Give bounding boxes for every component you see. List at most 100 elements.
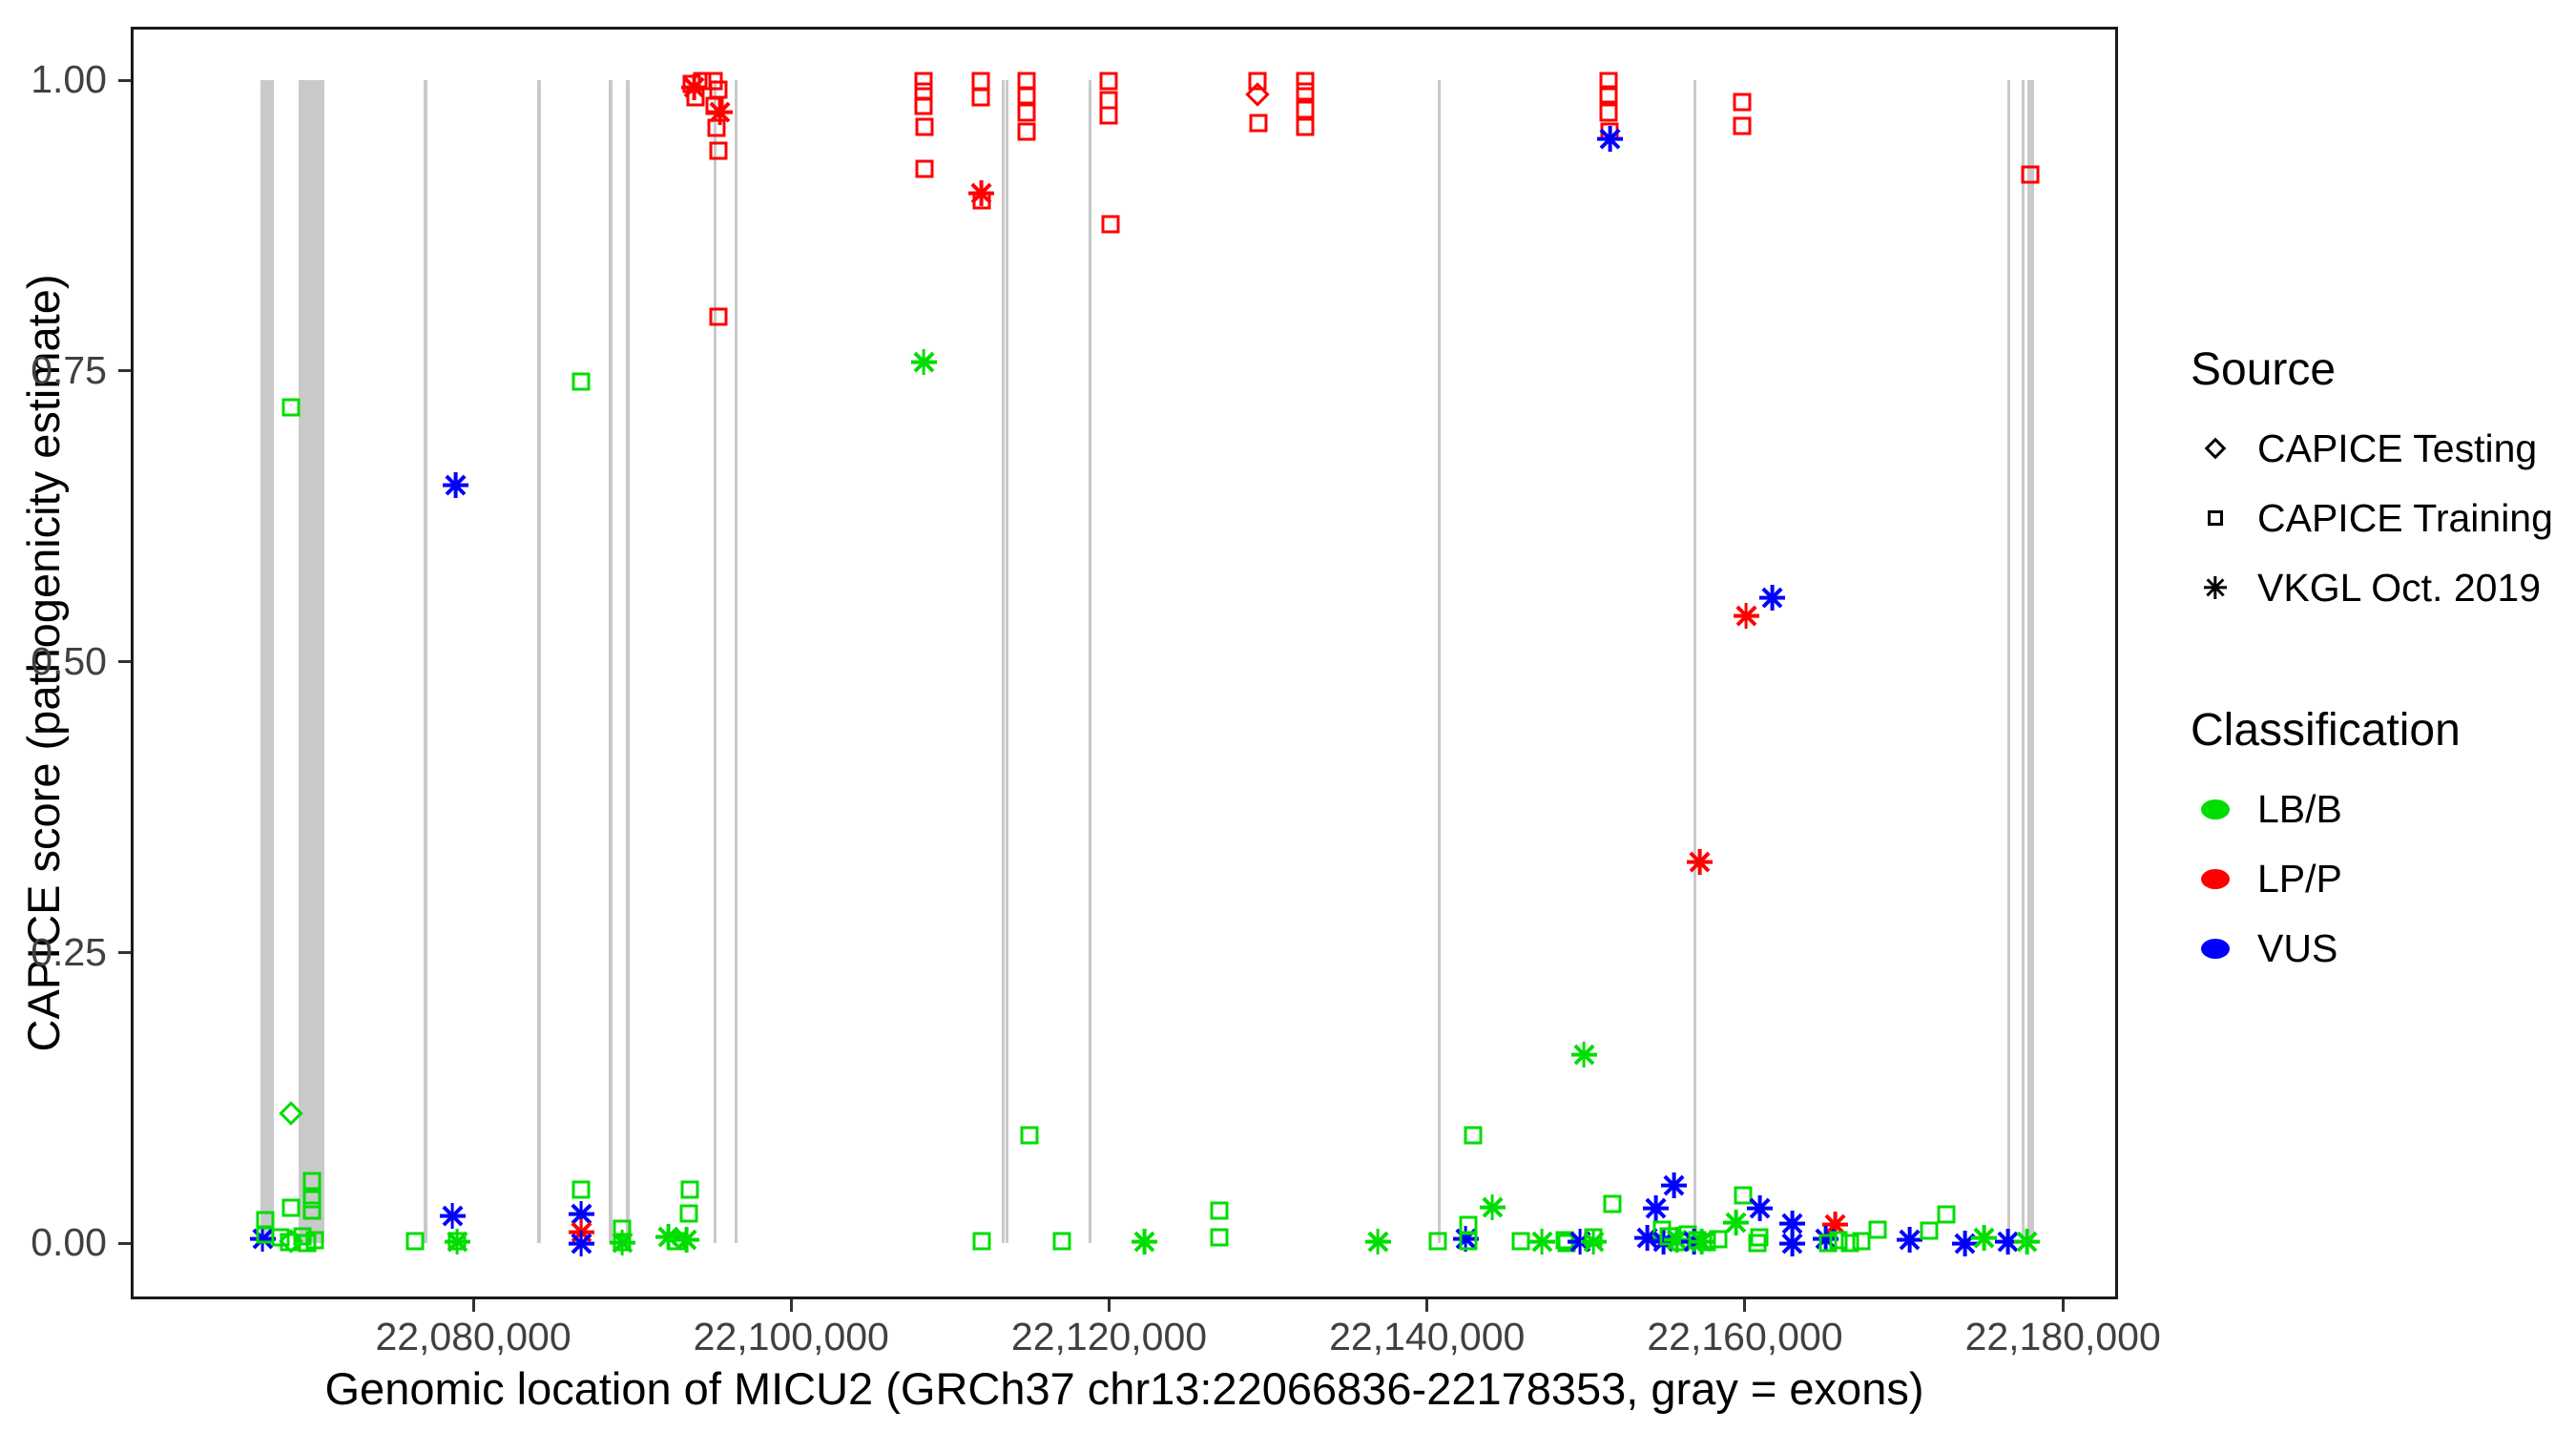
data-point-asterisk	[1567, 1228, 1593, 1255]
data-point-square	[1750, 1228, 1769, 1247]
y-tick-mark	[118, 1241, 131, 1245]
data-point-asterisk	[249, 1226, 276, 1253]
data-point-asterisk	[1643, 1195, 1670, 1222]
data-point-square	[1599, 72, 1618, 91]
diamond-icon	[2185, 429, 2246, 467]
y-tick-mark	[118, 369, 131, 373]
data-point-asterisk	[1971, 1224, 1998, 1251]
data-point-asterisk	[681, 73, 708, 100]
x-tick-label: 22,080,000	[375, 1315, 571, 1358]
blue-dot-icon	[2185, 929, 2246, 967]
data-point-asterisk	[609, 1229, 635, 1255]
exon-bar	[713, 80, 717, 1244]
data-point-square	[1937, 1205, 1956, 1224]
square-icon	[2185, 499, 2246, 537]
data-point-square	[1599, 103, 1618, 122]
data-point-asterisk	[1634, 1224, 1661, 1251]
data-point-asterisk	[1452, 1226, 1479, 1253]
legend-item-capice-testing: CAPICE Testing	[2185, 421, 2566, 476]
data-point-asterisk	[1723, 1210, 1750, 1236]
x-tick-label: 22,100,000	[693, 1315, 889, 1358]
y-tick-label: 0.00	[31, 1220, 107, 1265]
data-point-square	[915, 117, 934, 136]
y-tick-label: 0.25	[31, 929, 107, 974]
exon-bar	[609, 80, 613, 1244]
y-tick-label: 0.75	[31, 347, 107, 392]
data-point-square	[1868, 1220, 1887, 1239]
legend-item-label: CAPICE Testing	[2257, 425, 2538, 470]
x-axis-title: Genomic location of MICU2 (GRCh37 chr13:…	[324, 1363, 1924, 1414]
data-point-asterisk	[1596, 125, 1623, 152]
data-point-asterisk	[1747, 1195, 1774, 1222]
data-point-square	[915, 159, 934, 178]
data-point-square	[1017, 103, 1036, 122]
data-point-asterisk	[439, 1202, 466, 1229]
exon-bar	[626, 80, 630, 1244]
data-point-square	[613, 1233, 632, 1252]
data-point-square	[1099, 106, 1118, 125]
data-point-square	[302, 1172, 322, 1191]
data-point-square	[1603, 1194, 1622, 1213]
data-point-asterisk	[568, 1230, 594, 1256]
data-point-square	[667, 1232, 686, 1251]
legend-item-lbb: LB/B	[2185, 781, 2566, 837]
data-point-asterisk	[1813, 1226, 1839, 1253]
data-point-square	[1052, 1232, 1071, 1251]
data-point-asterisk	[444, 1228, 470, 1255]
data-point-square	[1101, 215, 1120, 234]
data-point-square	[2021, 165, 2040, 184]
legend-item-label: VKGL Oct. 2019	[2257, 565, 2542, 610]
data-point-square	[405, 1232, 425, 1251]
data-point-square	[1210, 1228, 1229, 1247]
data-point-asterisk	[1661, 1172, 1688, 1198]
data-point-asterisk	[706, 98, 733, 125]
exon-bar	[2026, 80, 2034, 1244]
data-point-square	[1734, 1186, 1753, 1205]
data-point-asterisk	[968, 179, 995, 206]
x-tick-label: 22,120,000	[1010, 1315, 1208, 1358]
data-point-square	[281, 1198, 301, 1217]
data-point-square	[1459, 1232, 1478, 1251]
data-point-asterisk	[443, 471, 469, 498]
data-point-square	[1829, 1231, 1848, 1250]
exon-bar	[734, 80, 737, 1244]
x-tick-label: 22,180,000	[1964, 1315, 2161, 1358]
data-point-asterisk	[568, 1201, 594, 1228]
data-point-square	[971, 88, 990, 107]
data-point-square	[707, 118, 726, 137]
data-point-square	[1511, 1232, 1530, 1251]
y-tick-mark	[118, 951, 131, 955]
data-point-square	[972, 1232, 991, 1251]
data-point-asterisk	[1952, 1230, 1979, 1256]
legend-item-label: LB/B	[2257, 786, 2342, 831]
legend-source-title: Source	[2191, 344, 2337, 395]
y-tick-label: 1.00	[31, 57, 107, 102]
data-point-asterisk	[2014, 1228, 2041, 1255]
data-point-asterisk	[1689, 1228, 1715, 1255]
data-point-asterisk	[1779, 1211, 1806, 1237]
data-point-asterisk	[1132, 1228, 1158, 1255]
exon-bar	[260, 80, 275, 1244]
legend-item-vkgl: VKGL Oct. 2019	[2185, 560, 2566, 615]
y-tick-label: 0.50	[31, 638, 107, 683]
data-point-square	[571, 372, 591, 391]
data-point-square	[1210, 1201, 1229, 1220]
data-point-square	[1818, 1234, 1838, 1253]
data-point-asterisk	[1528, 1228, 1555, 1255]
data-point-asterisk	[1897, 1227, 1923, 1254]
data-point-asterisk	[1687, 849, 1714, 875]
data-point-square	[571, 1180, 591, 1199]
data-point-square	[1697, 1233, 1716, 1252]
data-point-square	[1428, 1232, 1447, 1251]
exon-bar	[1089, 80, 1091, 1244]
legend-item-vus: VUS	[2185, 921, 2566, 976]
data-point-square	[1296, 82, 1315, 101]
data-point-square	[1248, 72, 1267, 91]
exon-bar	[1693, 80, 1696, 1244]
data-point-square	[1296, 117, 1315, 136]
exon-bar	[1006, 80, 1009, 1244]
y-tick-mark	[118, 660, 131, 664]
x-tick-mark	[1743, 1299, 1747, 1312]
exon-bar	[1438, 80, 1442, 1244]
